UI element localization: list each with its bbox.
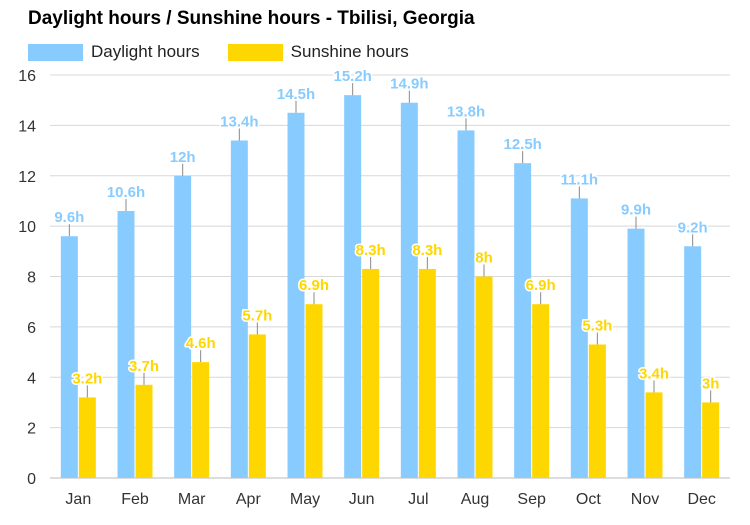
bar-sunshine	[362, 268, 380, 478]
data-label-sunshine: 3h	[702, 375, 720, 392]
bar-daylight	[60, 236, 78, 478]
bar-daylight	[457, 130, 475, 478]
x-tick-label: Mar	[178, 491, 206, 508]
bar-daylight	[174, 175, 192, 478]
x-tick-label: Nov	[631, 491, 659, 508]
bar-sunshine	[702, 402, 720, 478]
bar-sunshine	[135, 384, 153, 478]
x-tick-label: Feb	[121, 491, 149, 508]
bar-daylight	[514, 163, 532, 478]
y-tick-label: 12	[18, 169, 36, 186]
data-label-sunshine: 5.7h	[242, 307, 272, 324]
bar-sunshine	[305, 304, 323, 478]
data-label-sunshine: 5.3h	[582, 318, 612, 335]
y-tick-label: 6	[27, 320, 36, 337]
data-label-daylight: 12.5h	[503, 136, 541, 153]
data-label-daylight: 14.5h	[277, 86, 315, 103]
x-tick-label: Jan	[65, 491, 91, 508]
bar-daylight	[117, 211, 135, 478]
data-label-sunshine: 6.9h	[526, 277, 556, 294]
bar-sunshine	[192, 362, 210, 478]
legend-label-sunshine: Sunshine hours	[290, 42, 409, 61]
data-label-sunshine: 3.2h	[72, 370, 102, 387]
data-label-sunshine: 6.9h	[299, 277, 329, 294]
bar-daylight	[627, 228, 645, 478]
bar-daylight	[287, 112, 305, 478]
data-label-sunshine: 4.6h	[186, 335, 216, 352]
y-tick-label: 0	[27, 471, 36, 488]
data-label-daylight: 9.2h	[678, 219, 708, 236]
data-label-daylight: 15.2h	[333, 68, 371, 85]
bar-sunshine	[588, 344, 606, 478]
data-label-daylight: 12h	[170, 149, 196, 166]
x-tick-label: Dec	[687, 491, 715, 508]
data-label-sunshine: 8.3h	[412, 242, 442, 259]
data-label-sunshine: 8.3h	[356, 242, 386, 259]
x-tick-label: Jun	[349, 491, 375, 508]
y-tick-label: 10	[18, 219, 36, 236]
bar-sunshine	[645, 392, 663, 478]
data-label-daylight: 11.1h	[561, 171, 599, 188]
bar-daylight	[570, 198, 588, 478]
y-tick-label: 8	[27, 270, 36, 287]
data-label-sunshine: 8h	[475, 250, 493, 267]
bar-sunshine	[475, 276, 493, 478]
bar-sunshine	[532, 304, 550, 478]
bar-daylight	[684, 246, 702, 478]
legend-item-sunshine[interactable]: Sunshine hours	[227, 42, 409, 62]
legend-label-daylight: Daylight hours	[91, 42, 200, 61]
data-label-daylight: 9.6h	[54, 209, 84, 226]
legend-item-daylight[interactable]: Daylight hours	[28, 42, 200, 62]
x-tick-label: Oct	[576, 491, 601, 508]
data-label-daylight: 10.6h	[107, 184, 145, 201]
bar-sunshine	[248, 334, 266, 478]
legend: Daylight hours Sunshine hours	[28, 42, 437, 62]
y-tick-label: 14	[18, 118, 36, 135]
data-label-daylight: 13.4h	[220, 113, 258, 130]
bar-sunshine	[418, 268, 436, 478]
bar-daylight	[400, 102, 418, 479]
data-label-daylight: 9.9h	[621, 202, 651, 219]
legend-swatch-sunshine	[227, 43, 283, 61]
chart-title: Daylight hours / Sunshine hours - Tbilis…	[28, 8, 475, 29]
bar-sunshine	[78, 397, 96, 478]
bar-daylight	[230, 140, 248, 479]
x-tick-label: May	[290, 491, 320, 508]
data-label-daylight: 13.8h	[447, 103, 485, 120]
x-tick-label: Sep	[517, 491, 546, 508]
y-tick-label: 2	[27, 421, 36, 438]
legend-swatch-daylight	[28, 43, 83, 61]
x-tick-label: Jul	[408, 491, 428, 508]
bar-daylight	[344, 95, 362, 479]
x-tick-label: Aug	[461, 491, 489, 508]
data-label-sunshine: 3.4h	[639, 365, 669, 382]
y-tick-label: 4	[27, 370, 36, 387]
data-label-sunshine: 3.7h	[129, 358, 159, 375]
data-label-daylight: 14.9h	[390, 76, 428, 93]
y-tick-label: 16	[18, 68, 36, 85]
x-tick-label: Apr	[236, 491, 262, 508]
